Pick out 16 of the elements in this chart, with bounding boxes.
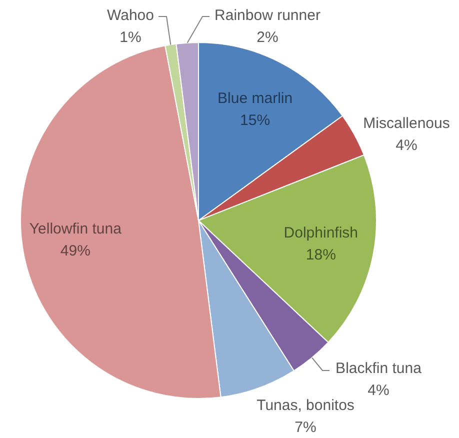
data-label: 49%	[60, 242, 90, 260]
data-label: 1%	[120, 29, 142, 46]
slice-label: Blackfin tuna	[336, 360, 422, 377]
data-label: 15%	[240, 112, 270, 129]
slice-label: Tunas, bonitos	[256, 397, 354, 414]
slice-label: Miscallenous	[363, 115, 450, 132]
data-label: 7%	[294, 419, 316, 436]
slice-label: Dolphinfish	[284, 224, 358, 242]
slice-label: Yellowfin tuna	[29, 220, 122, 238]
data-label: 2%	[256, 29, 278, 46]
data-label: 4%	[396, 137, 418, 154]
slice-label: Blue marlin	[218, 90, 293, 107]
slice-label: Wahoo	[107, 7, 154, 24]
data-label: 18%	[306, 246, 336, 264]
data-label: 4%	[368, 382, 390, 399]
slice-label: Rainbow runner	[214, 7, 320, 24]
